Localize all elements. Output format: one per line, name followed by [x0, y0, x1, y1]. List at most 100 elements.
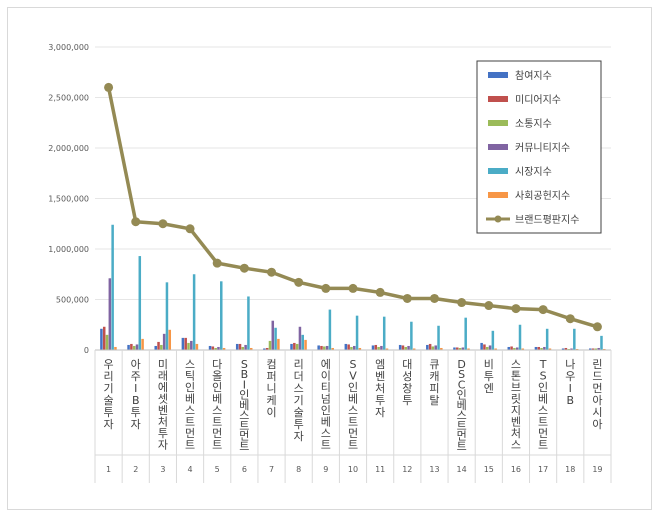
legend-item: 브랜드평판지수: [486, 214, 579, 226]
legend-label: 브랜드평판지수: [515, 214, 579, 226]
legend-marker: [494, 215, 502, 223]
line-point: [565, 314, 575, 324]
line-point: [402, 293, 412, 303]
legend-label: 미디어지수: [515, 94, 561, 106]
bar: [135, 344, 139, 350]
line-point: [375, 287, 385, 297]
bar: [515, 347, 519, 350]
bar: [382, 316, 386, 350]
category-number: 1: [106, 465, 111, 474]
line-point: [158, 219, 168, 229]
bar: [510, 346, 513, 350]
bar: [265, 347, 269, 350]
legend-label: 소통지수: [515, 118, 552, 130]
line-point: [185, 224, 195, 234]
bar: [181, 337, 185, 350]
line-point: [429, 293, 439, 303]
bar: [377, 346, 380, 350]
category-number: 4: [188, 465, 193, 474]
bar: [195, 343, 199, 350]
bar: [589, 348, 592, 350]
y-tick-label: 1,000,000: [48, 245, 89, 254]
bar: [485, 346, 489, 350]
line-point: [131, 217, 141, 227]
category-number: 11: [375, 465, 385, 474]
bar: [304, 339, 307, 350]
bar: [249, 347, 253, 350]
bar: [290, 343, 293, 350]
bar: [467, 348, 470, 350]
bar: [111, 224, 114, 350]
bar: [464, 317, 467, 350]
category-number: 12: [402, 465, 412, 474]
bar: [165, 282, 169, 350]
category-number: 3: [160, 465, 165, 474]
bar: [108, 278, 112, 350]
category-number: 13: [429, 465, 439, 474]
bar: [130, 343, 133, 350]
bar: [241, 346, 245, 350]
category-number: 16: [511, 465, 521, 474]
legend-label: 사회공헌지수: [515, 190, 570, 202]
bar: [543, 346, 546, 350]
bar: [268, 340, 272, 350]
line-point: [294, 277, 304, 287]
y-tick-label: 1,500,000: [48, 195, 89, 204]
bar: [320, 345, 323, 350]
bar: [540, 347, 543, 350]
bar: [353, 345, 356, 350]
bar: [350, 346, 353, 350]
line-point: [267, 267, 277, 277]
x-axis: 우 리 기 술 투 자 1 아 주 I B 투 자 2 미 래 에 셋 벤 처 투 자 3 스 틱 인 베 스 트 먼 트 4 다 올 인 베 스 트 먼 트…: [94, 349, 612, 483]
category-number: 2: [133, 465, 138, 474]
legend-swatch: [488, 120, 508, 126]
bar: [573, 328, 576, 350]
bar: [453, 347, 456, 350]
bar: [295, 343, 299, 350]
bar: [355, 315, 359, 350]
line-point: [538, 305, 548, 315]
bar: [534, 346, 538, 350]
bar: [214, 347, 217, 350]
legend-label: 참여지수: [515, 70, 552, 82]
legend-swatch: [488, 72, 508, 78]
bar: [591, 348, 595, 350]
bar: [545, 328, 549, 350]
bar: [494, 348, 497, 350]
line-point: [239, 263, 249, 273]
line-point: [511, 304, 521, 314]
bars: [100, 224, 606, 350]
category-number: 5: [215, 465, 220, 474]
bar: [157, 341, 160, 350]
series-3: [108, 278, 600, 350]
y-tick-label: 3,000,000: [48, 43, 89, 52]
bar: [407, 345, 410, 350]
bar: [344, 343, 348, 350]
bar: [298, 326, 302, 350]
bar: [374, 344, 378, 350]
bar: [434, 345, 437, 350]
bar: [594, 348, 598, 350]
bar: [428, 343, 432, 350]
bar: [184, 337, 187, 350]
category-number: 19: [592, 465, 602, 474]
bar: [567, 348, 570, 350]
bar: [483, 344, 486, 350]
series-2: [105, 334, 598, 350]
bar: [141, 338, 144, 350]
bar: [371, 345, 375, 350]
y-tick-label: 500,000: [56, 296, 89, 305]
bar: [380, 345, 383, 350]
series-4: [111, 224, 603, 350]
category-number: 10: [348, 465, 358, 474]
